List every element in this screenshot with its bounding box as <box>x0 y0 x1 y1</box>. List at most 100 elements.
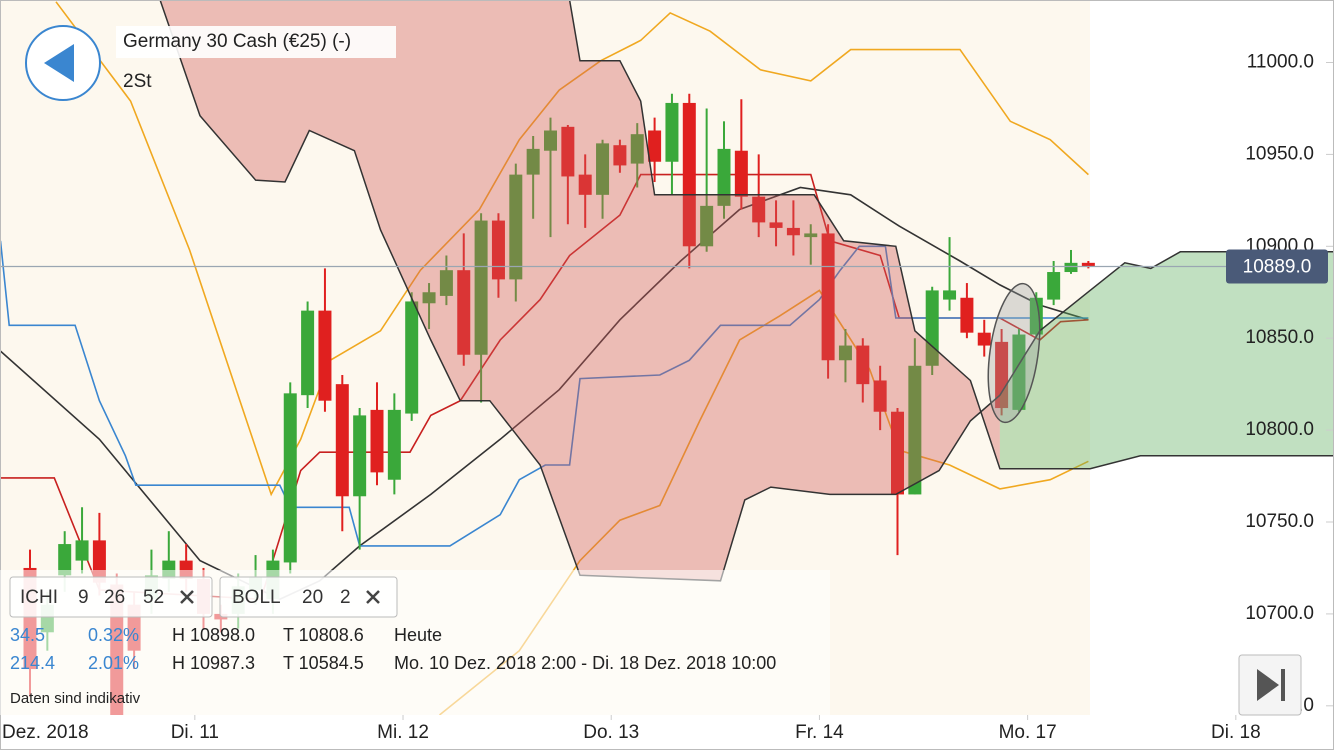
candle-body <box>873 380 887 412</box>
boll-button[interactable] <box>219 576 398 618</box>
candle-body <box>613 145 627 166</box>
low: T 10584.5 <box>283 653 364 673</box>
candle-body <box>474 220 488 355</box>
candle-body <box>544 130 557 151</box>
y-tick-label: 10750.0 <box>1245 511 1314 532</box>
x-tick-label: Dez. 2018 <box>2 722 89 743</box>
high: H 10898.0 <box>172 625 255 645</box>
period: Heute <box>394 625 442 645</box>
period: Mo. 10 Dez. 2018 2:00 - Di. 18 Dez. 2018… <box>394 653 776 673</box>
high: H 10987.3 <box>172 653 255 673</box>
candle-body <box>526 148 540 175</box>
indicator-param: 2 <box>340 587 351 608</box>
back-icon <box>44 44 74 82</box>
title-bg <box>116 26 396 58</box>
candle-body <box>58 544 72 576</box>
candle-body <box>943 290 957 300</box>
price-badge <box>1226 249 1328 284</box>
indicator-name: BOLL <box>232 587 281 608</box>
indicator-param: 20 <box>302 587 323 608</box>
timeframe: 2St <box>123 71 152 92</box>
ichi-button[interactable] <box>9 576 213 618</box>
highlight-ellipse <box>987 282 1041 424</box>
x-tick-label: Di. 11 <box>171 722 219 743</box>
candle-body <box>717 148 731 206</box>
indicator-param: 9 <box>78 587 89 608</box>
ichimoku-cloud <box>999 251 1334 469</box>
indicator-param: 52 <box>143 587 164 608</box>
candle-body <box>405 301 419 414</box>
indicator-param: 26 <box>104 587 125 608</box>
candle-body <box>700 205 714 247</box>
span-b-line <box>160 0 1334 470</box>
x-tick-label: Mi. 12 <box>377 722 429 743</box>
y-tick-label: 10850.0 <box>1245 327 1314 348</box>
y-tick-label: 10700.0 <box>1245 603 1314 624</box>
candle-body <box>561 126 575 177</box>
candle-body <box>786 227 800 236</box>
indicator-name: ICHI <box>20 587 58 608</box>
instrument-title: Germany 30 Cash (€25) (-) <box>123 31 351 52</box>
candle-body <box>960 297 974 333</box>
change: 34.5 <box>10 625 45 645</box>
candle-body <box>301 310 315 396</box>
candle-body <box>804 233 818 238</box>
low: T 10808.6 <box>283 625 364 645</box>
candle-body <box>75 540 89 561</box>
x-tick-label: Do. 13 <box>583 722 639 743</box>
footnote: Daten sind indikativ <box>10 690 141 707</box>
y-tick-label: 11000.0 <box>1247 52 1314 73</box>
candle-body <box>856 345 870 385</box>
candle-body <box>353 415 367 497</box>
candle-body <box>821 233 835 361</box>
candle-body <box>734 150 748 197</box>
span-a-line <box>159 0 1334 582</box>
candle-body <box>283 393 297 563</box>
candle-body <box>1081 262 1095 267</box>
candle-body <box>422 292 436 304</box>
change: 214.4 <box>10 653 55 673</box>
y-tick-label: 10950.0 <box>1245 143 1314 164</box>
indicator-line <box>55 1 1089 497</box>
candle-body <box>457 270 471 355</box>
x-tick-label: Mo. 17 <box>999 722 1057 743</box>
candle-body <box>509 174 523 280</box>
x-tick-label: Fr. 14 <box>795 722 844 743</box>
candle-body <box>925 290 939 366</box>
remove-icon[interactable] <box>180 590 194 604</box>
candle-body <box>648 130 662 162</box>
remove-icon[interactable] <box>366 590 380 604</box>
indicator-line <box>438 289 1089 715</box>
change-pct: 0.32% <box>88 625 139 645</box>
candle-body <box>630 134 644 164</box>
indicator-line <box>0 240 1089 547</box>
candle-body <box>318 310 332 401</box>
y-tick-label: 10800.0 <box>1245 419 1314 440</box>
candle-body <box>491 220 505 280</box>
candle-body <box>682 102 696 247</box>
candle-body <box>995 341 1009 409</box>
candle-body <box>665 102 679 162</box>
change-pct: 2.01% <box>88 653 139 673</box>
candle-body <box>838 345 852 361</box>
candle-body <box>977 332 991 346</box>
price-badge-label: 10889.0 <box>1243 257 1312 278</box>
candle-body <box>891 411 904 495</box>
candle-body <box>370 409 384 473</box>
candle-body <box>752 196 766 223</box>
ichimoku-cloud <box>160 0 1000 581</box>
x-tick-label: Di. 18 <box>1211 722 1261 743</box>
candle-body <box>908 365 922 495</box>
skip-end-icon <box>1257 669 1285 701</box>
candle-body <box>769 222 783 228</box>
candle-body <box>387 409 401 480</box>
candle-body <box>335 384 349 497</box>
candle-body <box>1047 272 1061 300</box>
candle-body <box>1064 262 1078 273</box>
candle-body <box>596 143 610 195</box>
candle-body <box>1012 334 1026 410</box>
candle-body <box>439 270 453 296</box>
candle-body <box>578 174 592 195</box>
